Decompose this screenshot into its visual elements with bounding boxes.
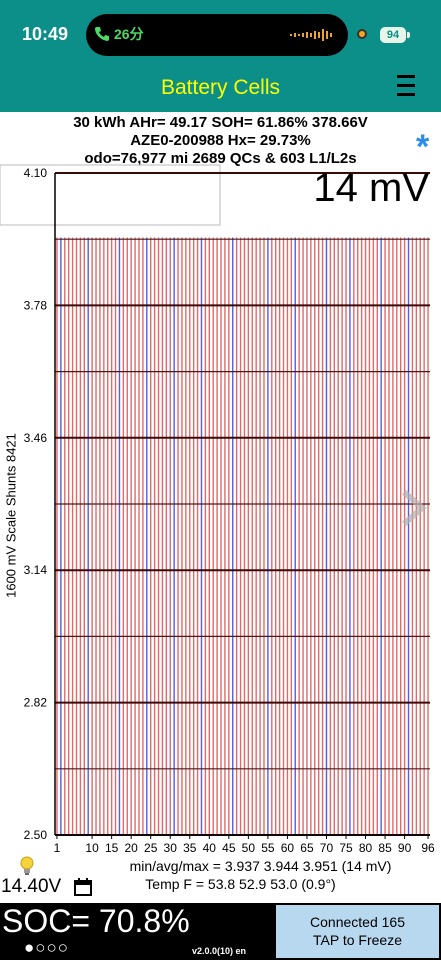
x-tick-label: 96 bbox=[421, 841, 435, 855]
audio-wave-icon bbox=[290, 29, 332, 41]
status-time: 10:49 bbox=[22, 24, 69, 44]
aux-battery-voltage: 14.40V bbox=[1, 876, 62, 897]
x-tick-label: 1 bbox=[54, 841, 61, 855]
x-tick-label: 80 bbox=[359, 841, 373, 855]
dynamic-island[interactable]: 26分 bbox=[86, 14, 348, 56]
temp-readout: Temp F = 53.8 52.9 53.0 (0.9°) bbox=[145, 876, 336, 892]
asterisk-icon[interactable]: * bbox=[416, 128, 430, 166]
tap-to-freeze-label: TAP to Freeze bbox=[313, 932, 402, 948]
calendar-icon[interactable] bbox=[74, 878, 92, 896]
y-tick-label: 4.10 bbox=[24, 166, 48, 180]
soc-readout: SOC= 70.8% bbox=[2, 903, 190, 939]
x-tick-label: 50 bbox=[242, 841, 256, 855]
x-tick-label: 40 bbox=[203, 841, 217, 855]
x-tick-label: 70 bbox=[320, 841, 334, 855]
version-label: v2.0.0(10) en bbox=[192, 946, 247, 956]
info-overlay-box bbox=[0, 164, 221, 226]
x-tick-label: 15 bbox=[105, 841, 119, 855]
y-tick-label: 3.14 bbox=[24, 563, 48, 577]
pack-info-line3: odo=76,977 mi 2689 QCs & 603 L1/L2s bbox=[84, 150, 357, 167]
recording-indicator-icon bbox=[357, 29, 367, 39]
x-tick-label: 60 bbox=[281, 841, 295, 855]
app-title: Battery Cells bbox=[160, 76, 281, 99]
pack-info-line1: 30 kWh AHr= 49.17 SOH= 61.86% 378.66V bbox=[73, 114, 368, 131]
call-duration: 26分 bbox=[114, 26, 144, 42]
x-tick-label: 30 bbox=[164, 841, 178, 855]
x-tick-label: 65 bbox=[300, 841, 314, 855]
y-tick-label: 3.46 bbox=[24, 431, 48, 445]
lightbulb-icon[interactable] bbox=[16, 855, 38, 877]
y-tick-label: 2.50 bbox=[24, 828, 48, 842]
connected-status: Connected 165 bbox=[310, 914, 405, 930]
app-bar: Battery Cells bbox=[0, 66, 441, 112]
x-tick-label: 10 bbox=[85, 841, 99, 855]
x-tick-label: 25 bbox=[144, 841, 158, 855]
chevron-right-icon[interactable] bbox=[398, 488, 428, 528]
x-tick-label: 75 bbox=[339, 841, 353, 855]
pack-info-line2: AZE0-200988 Hx= 29.73% bbox=[130, 132, 311, 149]
y-tick-label: 3.78 bbox=[24, 298, 48, 312]
call-pill[interactable]: 26分 bbox=[94, 20, 144, 48]
freeze-button[interactable]: Connected 165 TAP to Freeze bbox=[276, 905, 439, 958]
menu-icon[interactable] bbox=[394, 72, 420, 100]
page-dots[interactable]: ●○○○ bbox=[24, 938, 70, 957]
y-tick-label: 2.82 bbox=[24, 696, 48, 710]
x-tick-label: 55 bbox=[261, 841, 275, 855]
x-tick-label: 90 bbox=[398, 841, 412, 855]
battery-icon: 94 bbox=[380, 27, 410, 43]
minmax-readout: min/avg/max = 3.937 3.944 3.951 (14 mV) bbox=[129, 858, 392, 874]
x-tick-label: 45 bbox=[222, 841, 236, 855]
y-axis-label: 1600 mV Scale Shunts 8421 bbox=[3, 433, 19, 598]
x-tick-label: 20 bbox=[124, 841, 138, 855]
status-bar: 10:49 26分 94 bbox=[0, 0, 441, 66]
cell-voltage-chart[interactable]: 4.10 3.78 3.46 3.14 2.82 2.50 1 10 15 20 25 30 35 40 4… bbox=[0, 160, 441, 865]
x-tick-label: 35 bbox=[183, 841, 197, 855]
phone-icon bbox=[95, 27, 109, 41]
x-tick-label: 85 bbox=[378, 841, 392, 855]
mv-spread: 14 mV bbox=[313, 166, 429, 210]
